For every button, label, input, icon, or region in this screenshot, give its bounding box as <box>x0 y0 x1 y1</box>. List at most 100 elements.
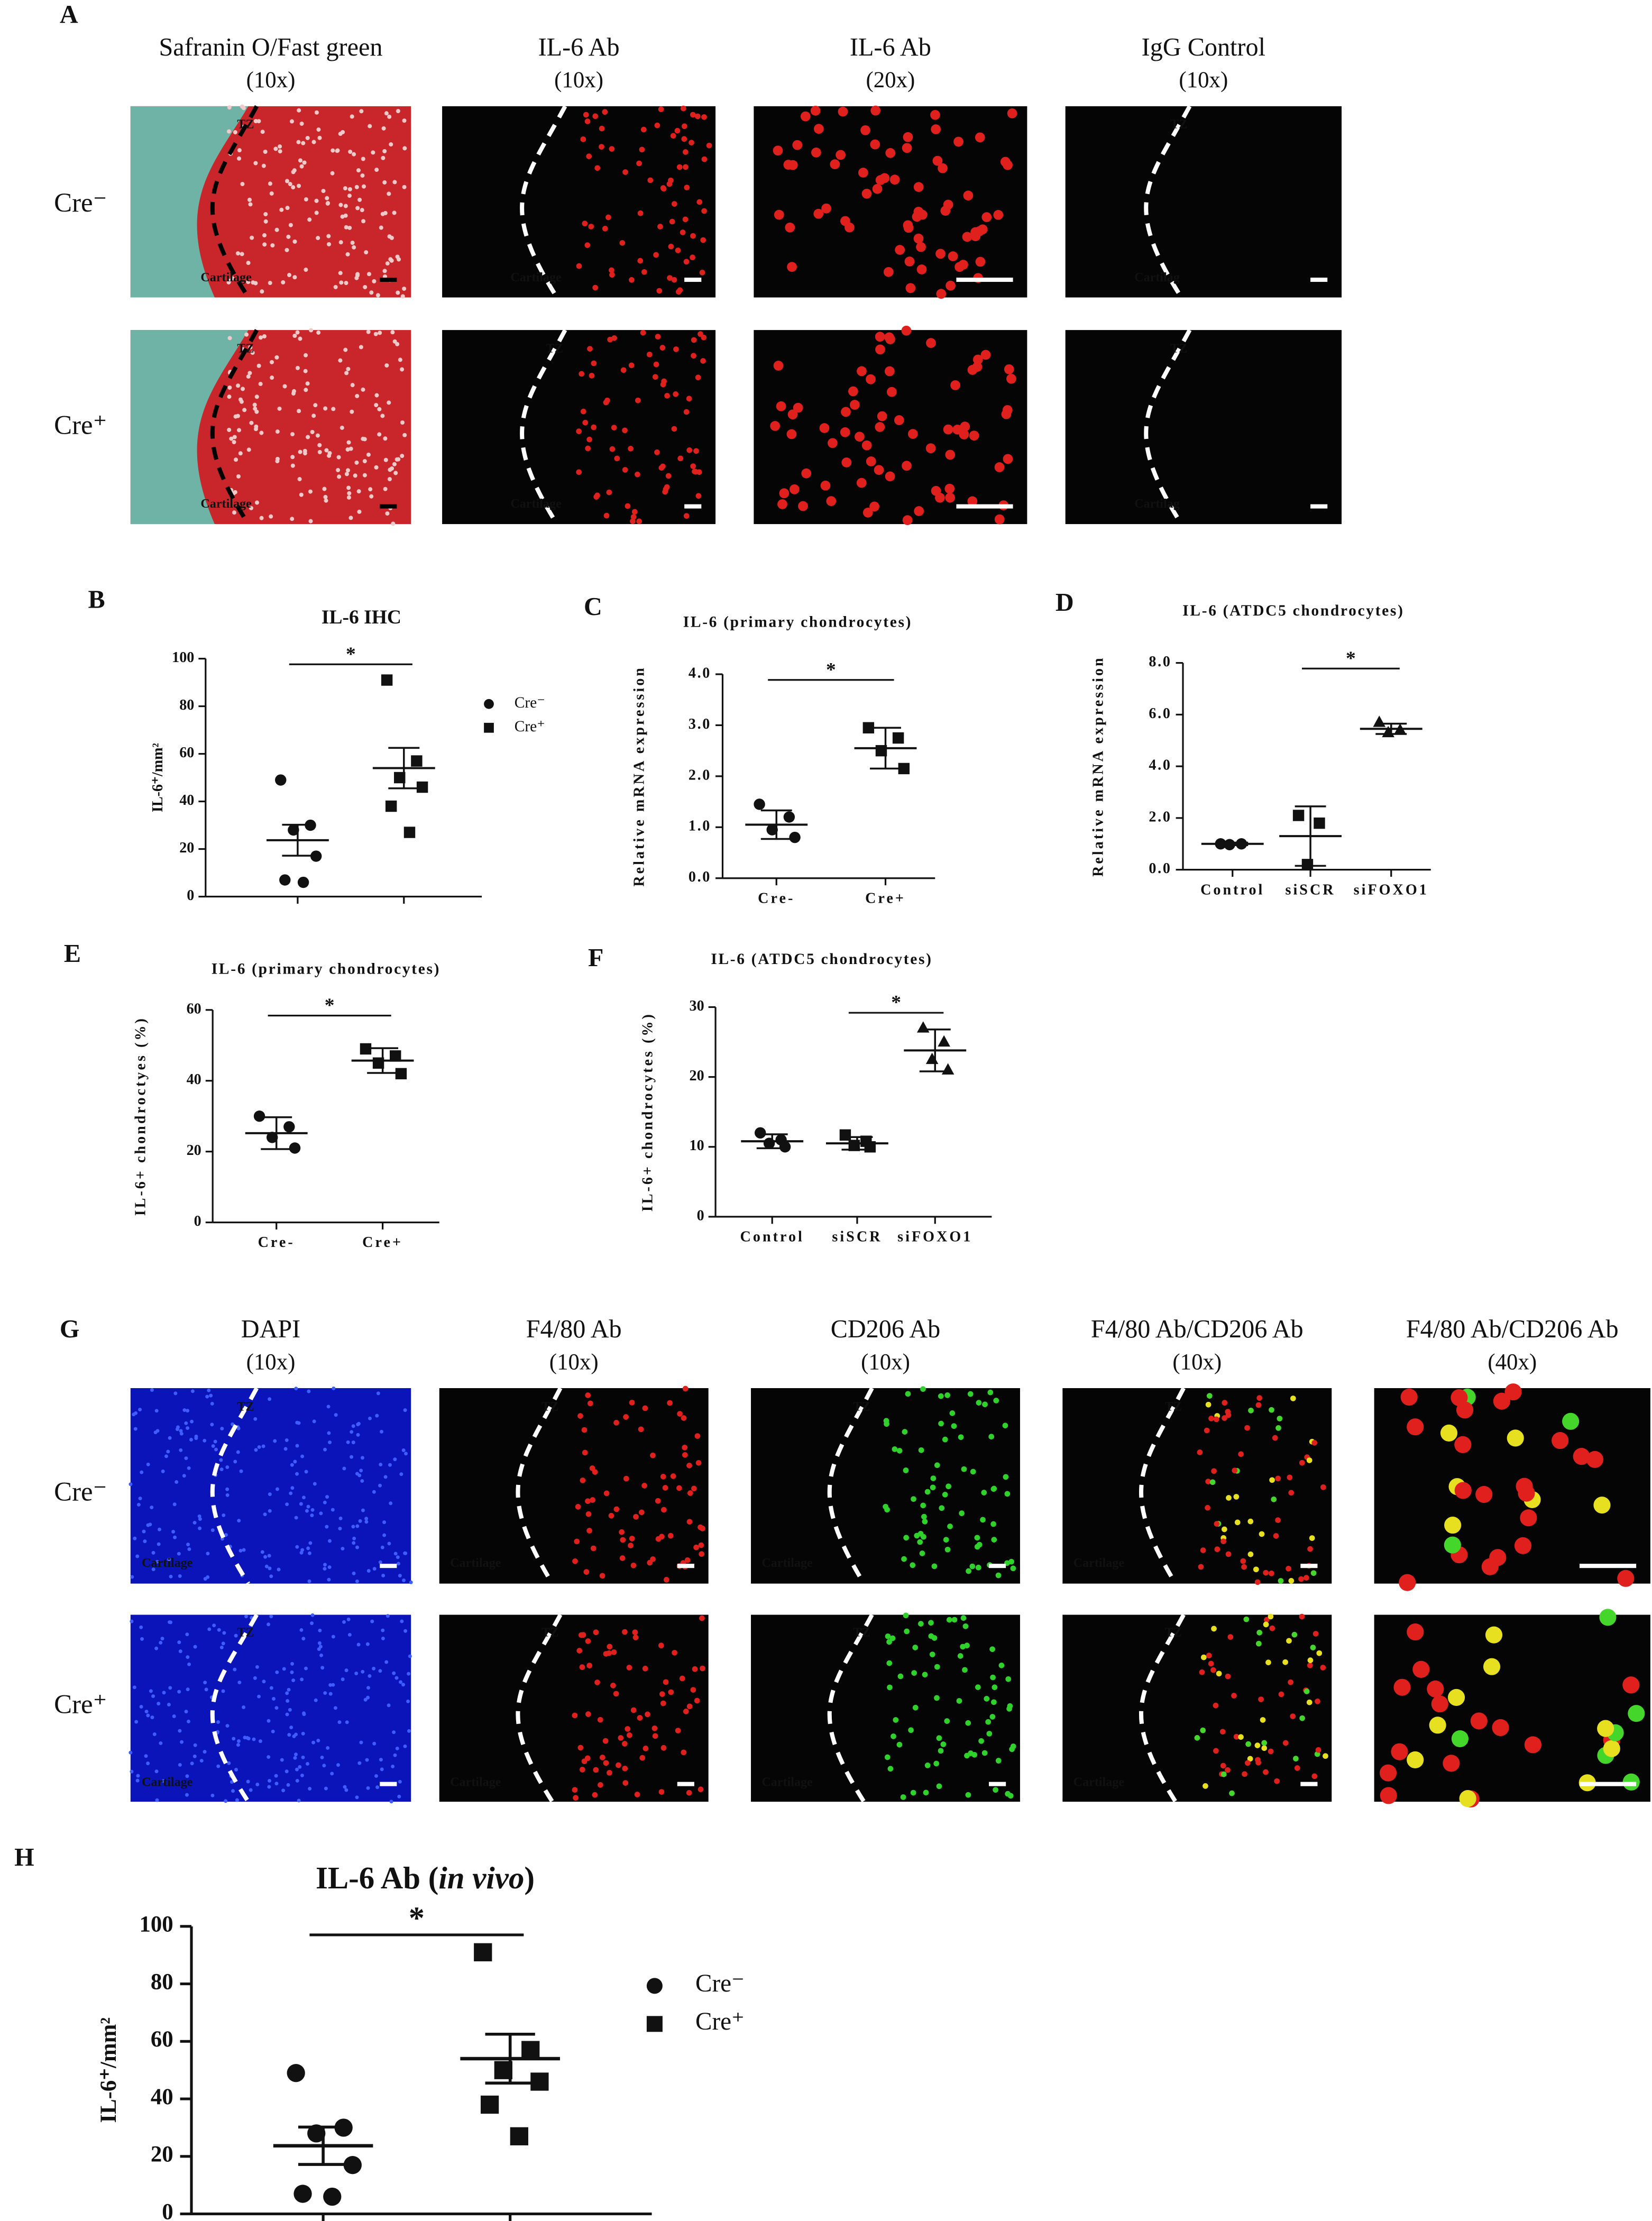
nucleus <box>403 1551 407 1555</box>
nucleus <box>192 1521 197 1525</box>
cell <box>327 242 332 246</box>
stained-cell <box>902 515 913 525</box>
stained-cell <box>1245 1760 1251 1766</box>
stained-cell <box>870 139 880 150</box>
stained-cell <box>792 140 803 150</box>
stained-cell <box>779 488 790 499</box>
scale-bar <box>380 1564 397 1568</box>
data-point <box>416 781 428 793</box>
cell <box>268 181 272 186</box>
cell <box>378 331 382 335</box>
nucleus <box>378 1669 382 1673</box>
nucleus <box>360 1479 364 1483</box>
nucleus <box>133 1427 137 1431</box>
nucleus <box>217 1628 221 1632</box>
stained-cell <box>684 1557 691 1563</box>
image-background <box>439 1614 709 1802</box>
nucleus <box>318 1628 322 1632</box>
panel-label: C <box>584 593 602 621</box>
stained-cell <box>903 1535 909 1541</box>
stained-cell <box>1485 1626 1503 1644</box>
stained-cell <box>841 457 852 467</box>
stained-cell <box>889 1635 896 1641</box>
cell <box>260 289 264 294</box>
column-magnification: (10x) <box>246 68 296 93</box>
nucleus <box>393 1552 398 1556</box>
cell <box>305 135 310 140</box>
stained-cell <box>976 1541 983 1548</box>
cell <box>274 227 279 232</box>
stained-cell <box>578 1632 584 1638</box>
stained-cell <box>670 133 676 139</box>
nucleus <box>186 1409 190 1413</box>
cell <box>387 234 392 239</box>
nucleus <box>344 1788 348 1792</box>
stained-cell <box>579 371 585 377</box>
stained-cell <box>1269 1477 1275 1483</box>
stained-cell <box>903 220 913 231</box>
stained-cell <box>682 1452 688 1458</box>
stained-cell <box>991 1699 997 1705</box>
stained-cell <box>604 397 610 403</box>
nucleus <box>261 1444 265 1448</box>
nucleus <box>295 1778 299 1783</box>
stained-cell <box>931 124 941 134</box>
stained-cell <box>1288 1679 1293 1685</box>
stained-cell <box>1622 1676 1640 1694</box>
stained-cell <box>575 1504 581 1510</box>
nucleus <box>354 1672 359 1676</box>
stained-cell <box>682 216 689 223</box>
stained-cell <box>1197 1449 1203 1455</box>
y-axis-label: IL-6+ chondroctyes (%) <box>133 1016 149 1216</box>
stained-cell <box>656 288 663 294</box>
error-bar <box>870 727 901 770</box>
nucleus <box>403 1744 407 1748</box>
stained-cell <box>574 1538 580 1545</box>
y-tick-label: 0 <box>187 887 194 904</box>
cell <box>335 148 340 153</box>
stained-cell <box>680 230 686 235</box>
cell <box>310 429 315 434</box>
nucleus <box>198 1517 202 1521</box>
stained-cell <box>606 489 612 495</box>
nucleus <box>398 1779 402 1784</box>
stained-cell <box>622 1629 628 1635</box>
stained-cell <box>682 1385 689 1392</box>
nucleus <box>172 1714 176 1718</box>
significance-label: * <box>1346 648 1356 669</box>
cell <box>253 406 258 411</box>
cell <box>371 150 375 155</box>
cell <box>321 189 326 194</box>
nucleus <box>401 1448 406 1452</box>
nucleus <box>211 1444 215 1448</box>
nucleus <box>135 1554 140 1558</box>
stained-cell <box>585 1511 592 1517</box>
nucleus <box>263 1555 268 1559</box>
scale-bar <box>684 278 702 282</box>
nucleus <box>355 1545 360 1549</box>
cell <box>338 358 343 363</box>
nucleus <box>323 1567 327 1571</box>
nucleus <box>129 1750 133 1755</box>
tz-boundary <box>516 1387 563 1585</box>
stained-cell <box>700 358 706 364</box>
nucleus <box>159 1640 163 1645</box>
stained-cell <box>980 1517 986 1523</box>
stained-cell <box>584 1755 591 1761</box>
stained-cell <box>620 1537 626 1543</box>
stained-cell <box>692 469 699 475</box>
stained-cell <box>921 1513 927 1520</box>
micrograph <box>754 105 1027 299</box>
stained-cell <box>636 518 643 525</box>
stained-cell <box>1225 1409 1231 1415</box>
nucleus <box>184 1456 188 1461</box>
stained-cell <box>885 148 896 158</box>
cell <box>273 146 278 151</box>
column-magnification: (40x) <box>1488 1350 1537 1374</box>
error-bar <box>1217 841 1249 846</box>
cell <box>274 355 279 360</box>
stained-cell <box>1004 1491 1011 1497</box>
nucleus <box>364 1517 369 1521</box>
cell <box>390 330 395 335</box>
